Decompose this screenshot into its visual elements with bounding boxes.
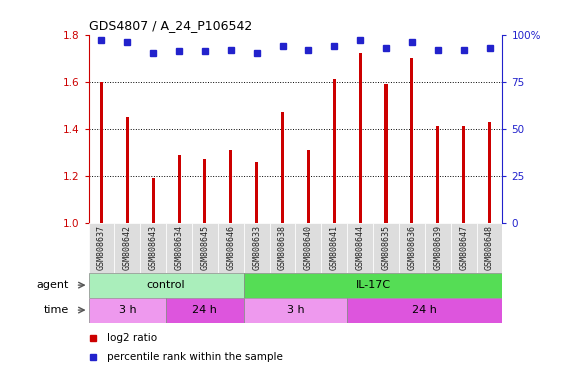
Text: GSM808644: GSM808644	[356, 225, 365, 270]
Text: agent: agent	[36, 280, 69, 290]
Text: control: control	[147, 280, 186, 290]
Bar	[89, 223, 114, 273]
Bar	[411, 58, 413, 223]
Bar	[114, 223, 140, 273]
Bar	[89, 273, 244, 298]
Bar	[218, 223, 244, 273]
Text: GSM808633: GSM808633	[252, 225, 261, 270]
Text: GSM808636: GSM808636	[408, 225, 416, 270]
Bar	[307, 150, 310, 223]
Text: percentile rank within the sample: percentile rank within the sample	[107, 352, 283, 362]
Text: GSM808637: GSM808637	[97, 225, 106, 270]
Bar	[89, 298, 166, 323]
Bar	[152, 178, 155, 223]
Text: GSM808642: GSM808642	[123, 225, 132, 270]
Bar	[126, 117, 129, 223]
Text: log2 ratio: log2 ratio	[107, 333, 157, 343]
Bar	[384, 84, 388, 223]
Bar	[347, 223, 373, 273]
Bar	[230, 150, 232, 223]
Text: GSM808647: GSM808647	[459, 225, 468, 270]
Text: 24 h: 24 h	[192, 305, 218, 315]
Bar	[451, 223, 477, 273]
Bar	[178, 154, 180, 223]
Bar	[321, 223, 347, 273]
Bar	[347, 298, 502, 323]
Text: GSM808643: GSM808643	[148, 225, 158, 270]
Bar	[425, 223, 451, 273]
Text: 24 h: 24 h	[412, 305, 437, 315]
Bar	[488, 122, 491, 223]
Bar	[333, 79, 336, 223]
Text: GSM808635: GSM808635	[381, 225, 391, 270]
Text: GSM808645: GSM808645	[200, 225, 210, 270]
Text: GDS4807 / A_24_P106542: GDS4807 / A_24_P106542	[89, 19, 252, 32]
Bar	[244, 273, 502, 298]
Text: time: time	[43, 305, 69, 315]
Bar	[166, 223, 192, 273]
Bar	[359, 53, 362, 223]
Bar	[270, 223, 296, 273]
Bar	[477, 223, 502, 273]
Bar	[296, 223, 321, 273]
Text: GSM808641: GSM808641	[330, 225, 339, 270]
Bar	[255, 162, 258, 223]
Bar	[203, 159, 207, 223]
Bar	[140, 223, 166, 273]
Text: GSM808634: GSM808634	[175, 225, 183, 270]
Text: 3 h: 3 h	[119, 305, 136, 315]
Bar	[373, 223, 399, 273]
Bar	[462, 126, 465, 223]
Bar	[166, 298, 244, 323]
Text: GSM808648: GSM808648	[485, 225, 494, 270]
Text: GSM808638: GSM808638	[278, 225, 287, 270]
Text: IL-17C: IL-17C	[356, 280, 391, 290]
Text: 3 h: 3 h	[287, 305, 304, 315]
Bar	[436, 126, 439, 223]
Bar	[192, 223, 218, 273]
Bar	[399, 223, 425, 273]
Bar	[244, 223, 270, 273]
Text: GSM808640: GSM808640	[304, 225, 313, 270]
Bar	[100, 82, 103, 223]
Text: GSM808646: GSM808646	[226, 225, 235, 270]
Text: GSM808639: GSM808639	[433, 225, 443, 270]
Bar	[281, 112, 284, 223]
Bar	[244, 298, 347, 323]
